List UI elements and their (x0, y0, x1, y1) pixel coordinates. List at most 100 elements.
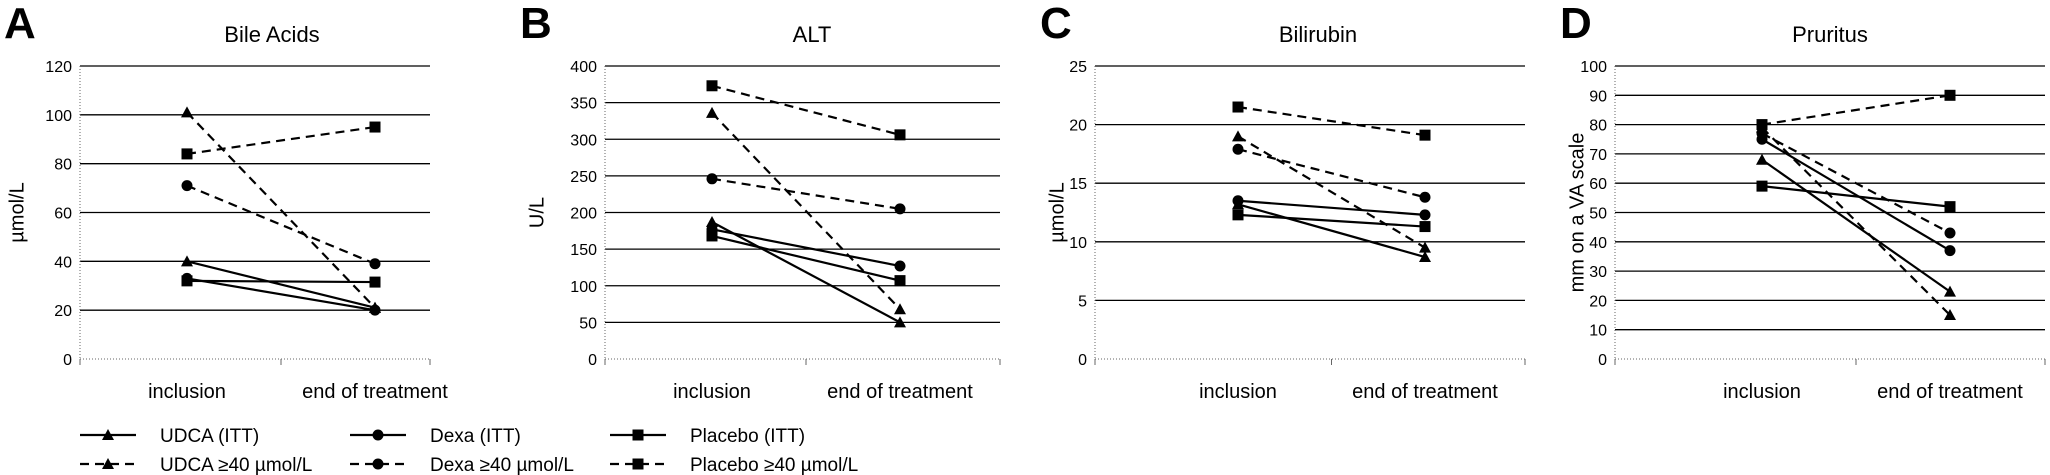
series-dexa-itt (1232, 195, 1431, 221)
y-tick-label: 50 (1589, 206, 1607, 223)
series-line (186, 277, 376, 312)
y-tick-label: 20 (54, 303, 72, 320)
series-line (711, 234, 901, 282)
series-line (186, 184, 376, 265)
series-line (186, 125, 376, 155)
y-axis-label: mm on a VA scale (1566, 133, 1588, 293)
y-tick-label: 15 (1069, 176, 1087, 193)
series-line (711, 177, 901, 210)
data-point (369, 276, 381, 288)
y-tick-label: 80 (1589, 118, 1607, 135)
y-axis-label: µmol/L (6, 182, 28, 242)
x-category-label: end of treatment (827, 381, 973, 403)
legend-marker (632, 458, 644, 470)
x-category-label: inclusion (1199, 381, 1277, 403)
series-placebo-ge40-umol-l (706, 80, 906, 141)
y-tick-label: 40 (54, 254, 72, 271)
series-dexa-ge40-umol-l (706, 173, 906, 215)
series-placebo-itt (181, 275, 381, 288)
panel-title: Pruritus (1792, 22, 1868, 47)
series-udca-itt (181, 255, 381, 313)
panel-letter: C (1040, 0, 1072, 48)
y-tick-label: 200 (570, 206, 597, 223)
series-udca-ge40-umol-l (181, 106, 381, 313)
data-point (1944, 245, 1956, 257)
data-point (1944, 89, 1956, 101)
series-line (711, 112, 901, 310)
x-category-label: end of treatment (302, 381, 448, 403)
series-placebo-ge40-umol-l (1232, 101, 1431, 141)
y-tick-label: 70 (1589, 147, 1607, 164)
data-point (706, 216, 718, 228)
legend-label: Placebo (ITT) (690, 426, 805, 447)
series-placebo-ge40-umol-l (1756, 89, 1956, 131)
y-tick-label: 60 (1589, 176, 1607, 193)
y-tick-label: 100 (45, 108, 72, 125)
x-category-label: end of treatment (1352, 381, 1498, 403)
series-line (1237, 213, 1426, 228)
y-tick-label: 20 (1069, 118, 1087, 135)
legend-marker (102, 429, 114, 440)
legend-label: Placebo ≥40 µmol/L (690, 455, 858, 475)
series-line (1237, 148, 1426, 199)
x-category-label: inclusion (1723, 381, 1801, 403)
y-tick-label: 400 (570, 59, 597, 76)
panel-title: ALT (793, 22, 832, 47)
series-line (186, 260, 376, 309)
series-placebo-itt (706, 230, 906, 287)
series-line (1761, 185, 1951, 208)
panel-letter: D (1560, 0, 1592, 48)
y-tick-label: 90 (1589, 88, 1607, 105)
y-tick-label: 25 (1069, 59, 1087, 76)
data-point (1756, 180, 1768, 192)
data-point (1944, 201, 1956, 213)
data-point (1419, 251, 1431, 263)
data-point (181, 275, 193, 287)
y-tick-label: 100 (570, 279, 597, 296)
y-tick-label: 300 (570, 132, 597, 149)
x-category-label: inclusion (673, 381, 751, 403)
y-tick-label: 20 (1589, 293, 1607, 310)
y-tick-label: 150 (570, 242, 597, 259)
data-point (1756, 119, 1768, 131)
data-point (894, 260, 906, 272)
series-line (1761, 132, 1951, 234)
y-tick-label: 10 (1589, 323, 1607, 340)
y-tick-label: 0 (1078, 352, 1087, 369)
series-line (186, 111, 376, 309)
data-point (1232, 130, 1244, 142)
legend-label: Dexa ≥40 µmol/L (430, 455, 574, 475)
y-tick-label: 0 (588, 352, 597, 369)
data-point (706, 106, 718, 118)
data-point (1756, 127, 1768, 139)
panel-b: 0 50 100 150 200 250 300 350 400 B ALT U/L inclusion… (520, 0, 1001, 403)
data-point (1944, 285, 1956, 297)
data-point (1232, 143, 1244, 155)
y-tick-label: 5 (1078, 293, 1087, 310)
data-point (1419, 221, 1431, 233)
series-line (186, 279, 376, 284)
data-point (369, 121, 381, 133)
data-point (894, 303, 906, 315)
series-dexa-ge40-umol-l (1756, 127, 1956, 239)
panel-title: Bile Acids (224, 22, 319, 47)
panel-letter: A (4, 0, 36, 48)
series-udca-itt (706, 216, 906, 328)
data-point (369, 258, 381, 270)
x-category-label: end of treatment (1877, 381, 2023, 403)
series-dexa-itt (1756, 133, 1956, 257)
legend-label: UDCA ≥40 µmol/L (160, 455, 312, 475)
series-line (1237, 199, 1426, 216)
panel-c: 0 5 10 15 20 25 C Bilirubin µmol/L inclusion end o… (1040, 0, 1526, 403)
series-line (711, 228, 901, 268)
panel-title: Bilirubin (1279, 22, 1357, 47)
data-point (1756, 153, 1768, 165)
y-tick-label: 100 (1580, 59, 1607, 76)
legend-entry-placebo-ge40-umol-l: Placebo ≥40 µmol/L (610, 455, 858, 475)
panel-letter: B (520, 0, 552, 48)
y-tick-label: 10 (1069, 235, 1087, 252)
data-point (1419, 129, 1431, 141)
y-tick-label: 50 (579, 315, 597, 332)
